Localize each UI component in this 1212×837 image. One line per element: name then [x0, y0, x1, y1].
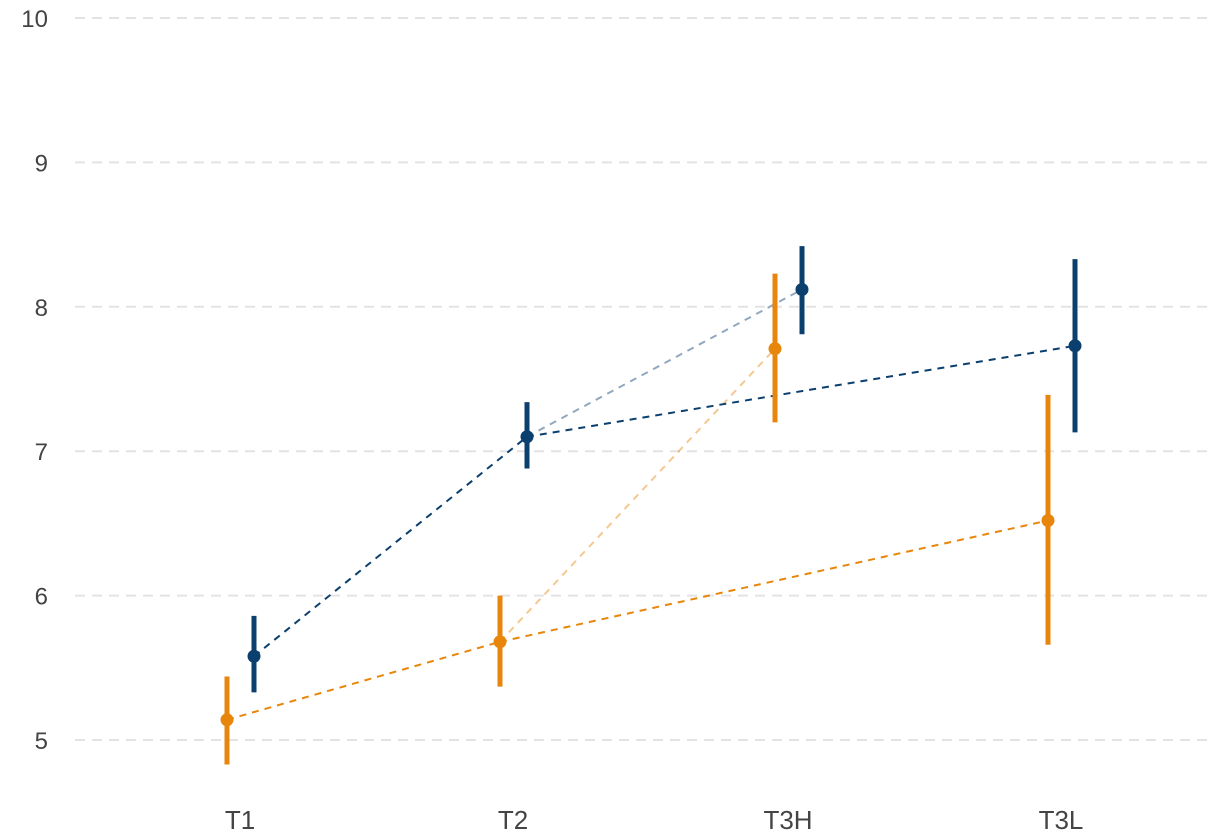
data-point	[1041, 514, 1055, 528]
data-point	[1068, 339, 1082, 353]
x-axis: T1 T2 T3H T3L	[225, 805, 1084, 835]
x-tick-label: T2	[498, 805, 528, 835]
data-point	[493, 635, 507, 649]
y-tick-label: 5	[35, 728, 48, 755]
series-connector	[253, 435, 528, 658]
data-point	[795, 282, 809, 296]
y-tick-label: 6	[35, 584, 48, 611]
data-point	[220, 713, 234, 727]
x-tick-label: T1	[225, 805, 255, 835]
y-tick-label: 7	[35, 439, 48, 466]
x-tick-label: T3H	[763, 805, 812, 835]
x-tick-label: T3L	[1039, 805, 1084, 835]
y-tick-label: 9	[35, 150, 48, 177]
series-connector	[499, 347, 776, 643]
y-tick-label: 8	[35, 295, 48, 322]
data-point	[768, 342, 782, 356]
series-connector	[526, 344, 1076, 438]
data-point	[520, 430, 534, 444]
grid	[75, 17, 1212, 741]
series-lines	[226, 288, 1076, 721]
error-bars	[224, 246, 1078, 765]
y-axis: 5 6 7 8 9 10	[21, 6, 48, 755]
y-tick-label: 10	[21, 6, 48, 33]
data-point	[247, 649, 261, 663]
series-connector	[226, 640, 501, 721]
data-points	[220, 282, 1082, 727]
series-connector	[499, 519, 1049, 643]
